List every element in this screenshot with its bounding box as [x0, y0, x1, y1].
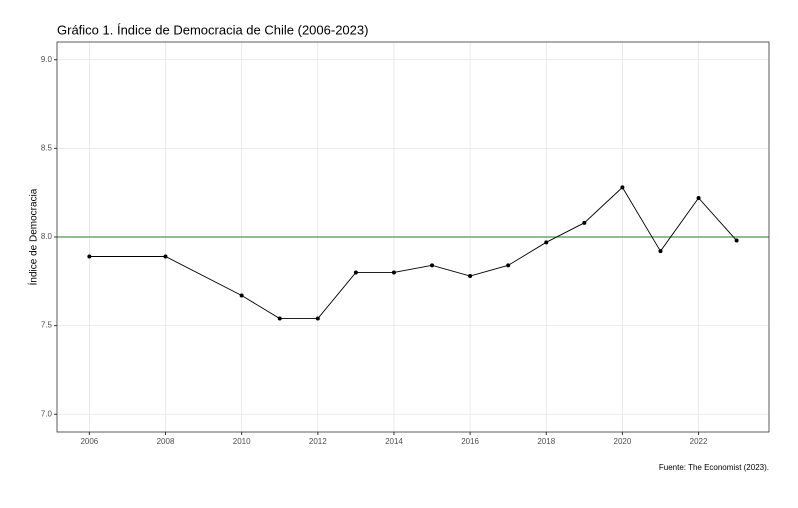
- x-tick-label: 2006: [80, 437, 98, 446]
- x-tick-label: 2018: [537, 437, 555, 446]
- y-tick-label: 8.5: [41, 143, 53, 152]
- point: [163, 254, 168, 259]
- x-tick-label: 2008: [157, 437, 175, 446]
- point: [87, 254, 92, 259]
- x-tick-label: 2014: [385, 437, 403, 446]
- point: [658, 249, 663, 254]
- x-tick-label: 2022: [690, 437, 708, 446]
- point: [277, 316, 282, 321]
- y-tick-label: 9.0: [41, 55, 53, 64]
- y-axis-label: Índice de Democracia: [27, 188, 40, 285]
- point: [391, 270, 396, 275]
- y-tick-label: 7.5: [41, 321, 53, 330]
- point: [468, 274, 473, 278]
- point: [430, 263, 435, 268]
- point: [506, 263, 511, 268]
- line: [89, 186, 737, 319]
- y-tick-label: 8.0: [41, 232, 53, 241]
- y-tick-label: 7.0: [41, 409, 53, 418]
- point: [620, 185, 625, 190]
- chart-title: Gráfico 1. Índice de Democracia de Chile…: [57, 22, 368, 37]
- point: [315, 316, 320, 321]
- x-tick-label: 2020: [614, 437, 632, 446]
- x-tick-label: 2016: [461, 437, 479, 446]
- x-tick-label: 2012: [309, 437, 327, 446]
- point: [544, 240, 549, 245]
- point: [239, 293, 244, 298]
- x-tick-label: 2010: [233, 437, 251, 446]
- point: [696, 196, 701, 200]
- plot-border: [56, 41, 770, 433]
- point: [734, 238, 739, 243]
- point: [582, 220, 587, 225]
- point: [353, 270, 358, 275]
- caption: Fuente: The Economist (2023).: [659, 463, 769, 472]
